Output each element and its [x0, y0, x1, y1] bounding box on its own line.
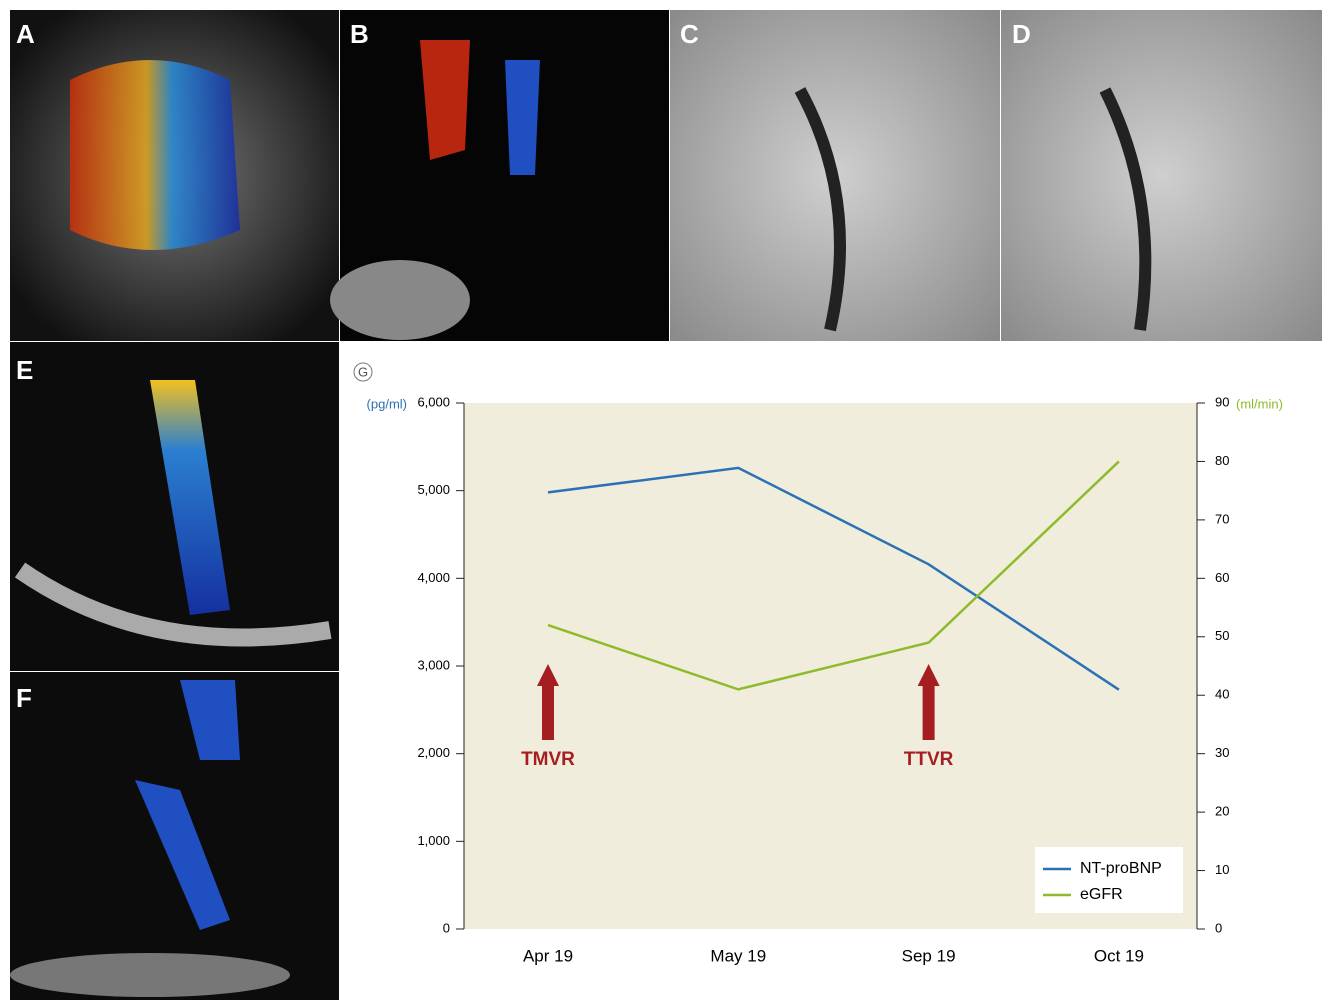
annotation-label: TMVR — [521, 749, 575, 770]
annotation-label: TTVR — [904, 749, 954, 770]
y2-axis-unit: (ml/min) — [1236, 396, 1283, 411]
y-tick-label: 0 — [443, 920, 450, 935]
doppler-jet — [505, 60, 540, 175]
panel-label: D — [1012, 19, 1031, 49]
legend-label: eGFR — [1080, 886, 1123, 903]
panel-label: G — [358, 364, 368, 379]
panel-label: C — [680, 19, 699, 49]
y-tick-label: 5,000 — [417, 482, 450, 497]
echo-tissue — [330, 260, 470, 340]
y2-tick-label: 60 — [1215, 570, 1229, 585]
x-tick-label: Apr 19 — [523, 946, 573, 965]
y-tick-label: 2,000 — [417, 745, 450, 760]
y2-tick-label: 50 — [1215, 628, 1229, 643]
y-tick-label: 4,000 — [417, 570, 450, 585]
y2-tick-label: 80 — [1215, 453, 1229, 468]
x-tick-label: May 19 — [710, 946, 766, 965]
doppler-jet — [70, 60, 240, 250]
y2-tick-label: 0 — [1215, 920, 1222, 935]
y2-tick-label: 10 — [1215, 862, 1229, 877]
y2-tick-label: 40 — [1215, 687, 1229, 702]
y-tick-label: 3,000 — [417, 657, 450, 672]
y-tick-label: 6,000 — [417, 394, 450, 409]
y-axis-unit: (pg/ml) — [367, 396, 407, 411]
panel-label: B — [350, 19, 369, 49]
x-tick-label: Oct 19 — [1094, 946, 1144, 965]
panel-label: E — [16, 355, 33, 385]
y-tick-label: 1,000 — [417, 833, 450, 848]
x-tick-label: Sep 19 — [902, 946, 956, 965]
y2-tick-label: 90 — [1215, 394, 1229, 409]
fluoro-image — [1001, 10, 1322, 341]
y2-tick-label: 20 — [1215, 804, 1229, 819]
panel-label: A — [16, 19, 35, 49]
echo-tissue — [10, 953, 290, 997]
legend-label: NT-proBNP — [1080, 860, 1162, 877]
panel-label: F — [16, 683, 32, 713]
figure: G (pg/ml) (ml/min) A B C D E F 0 1,000 2,000 3,00… — [0, 0, 1322, 1000]
y2-tick-label: 70 — [1215, 511, 1229, 526]
y2-tick-label: 30 — [1215, 745, 1229, 760]
